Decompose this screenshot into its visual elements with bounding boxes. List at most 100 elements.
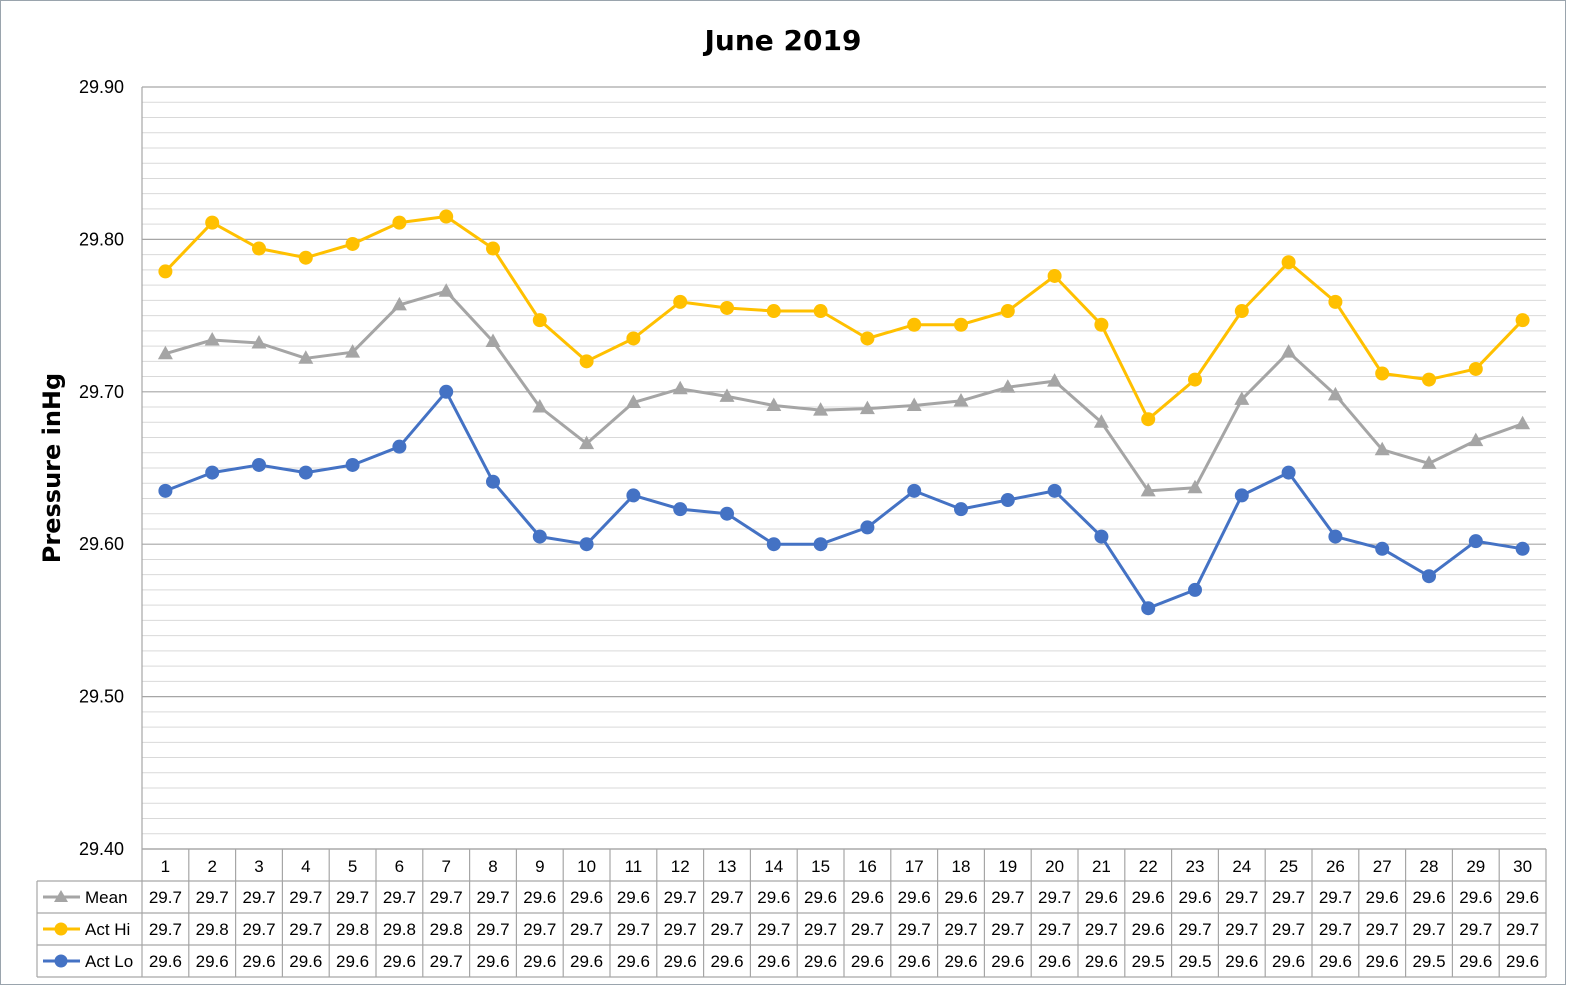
table-cell: 29.7 [991,888,1024,907]
legend-label: Mean [85,888,128,907]
data-point [485,333,501,348]
data-point [954,502,968,517]
table-cell: 29.7 [1038,888,1071,907]
data-point [1187,479,1203,494]
data-point [672,380,688,395]
x-tick-label: 30 [1513,857,1532,876]
x-tick-label: 9 [535,857,544,876]
data-point [1375,366,1390,381]
x-tick-label: 26 [1326,857,1345,876]
table-cell: 29.6 [991,952,1024,971]
x-tick-label: 2 [207,857,216,876]
data-point [954,317,968,332]
y-tick-label: 29.70 [79,382,124,402]
x-tick-label: 17 [905,857,924,876]
table-cell: 29.7 [804,920,837,939]
x-tick-label: 24 [1232,857,1251,876]
table-cell: 29.5 [1178,952,1211,971]
x-tick-label: 3 [254,857,263,876]
data-point [439,209,454,224]
data-point [720,506,734,521]
x-tick-label: 23 [1186,857,1205,876]
table-cell: 29.6 [1319,952,1352,971]
table-cell: 29.7 [430,888,463,907]
data-point [298,350,314,364]
table-cell: 29.7 [1459,920,1492,939]
table-cell: 29.6 [242,952,275,971]
table-cell: 29.6 [1038,952,1071,971]
table-cell: 29.7 [242,888,275,907]
data-point [158,264,173,279]
data-point [907,483,922,498]
table-cell: 29.6 [570,952,603,971]
table-cell: 29.6 [523,888,556,907]
table-cell: 29.7 [1412,920,1445,939]
x-tick-label: 8 [488,857,497,876]
table-cell: 29.7 [1225,888,1258,907]
x-tick-label: 19 [998,857,1017,876]
y-tick-label: 29.50 [79,687,124,707]
data-point [1047,373,1063,387]
table-cell: 29.6 [1132,920,1165,939]
data-point [1374,441,1390,456]
table-cell: 29.7 [196,888,229,907]
data-point [1328,529,1343,544]
table-cell: 29.7 [1272,920,1305,939]
data-point [532,529,547,544]
data-point [1468,361,1483,376]
table-cell: 29.7 [336,888,369,907]
data-point [766,537,781,552]
data-point [579,435,595,450]
data-point [859,400,875,415]
y-tick-label: 29.90 [79,77,124,97]
table-cell: 29.6 [476,952,509,971]
table-cell: 29.6 [1459,888,1492,907]
data-point [1422,569,1436,584]
data-point [1094,529,1109,544]
data-point [345,344,361,358]
data-point [486,474,500,489]
table-cell: 29.6 [149,952,182,971]
table-cell: 29.7 [991,920,1024,939]
table-cell: 29.6 [710,952,743,971]
legend-label: Act Hi [85,920,130,939]
data-point [953,392,969,407]
table-cell: 29.6 [851,888,884,907]
data-point [673,294,688,309]
data-point [252,457,266,472]
data-point [205,465,220,480]
data-point [532,399,548,413]
table-cell: 29.7 [383,888,416,907]
data-point [1000,493,1015,508]
table-cell: 29.6 [570,888,603,907]
data-point [766,397,782,412]
y-tick-label: 29.60 [79,534,124,554]
x-tick-label: 16 [858,857,877,876]
legend-key-circle [54,922,68,936]
chart-title: June 2019 [703,24,862,57]
data-point [1468,534,1483,549]
table-cell: 29.6 [1085,952,1118,971]
table-cell: 29.7 [710,920,743,939]
data-point [345,236,360,251]
data-point [204,331,220,346]
table-cell: 29.6 [757,888,790,907]
data-point [1422,372,1436,387]
table-cell: 29.6 [523,952,556,971]
data-point [392,215,407,230]
data-point [673,502,688,517]
data-point [625,394,641,408]
x-tick-label: 27 [1373,857,1392,876]
data-point [1094,317,1109,332]
data-point [1141,601,1156,616]
legend-key-circle [54,954,68,968]
data-point [157,345,173,360]
table-cell: 29.6 [804,888,837,907]
table-cell: 29.7 [570,920,603,939]
x-tick-label: 21 [1092,857,1111,876]
table-cell: 29.6 [851,952,884,971]
data-point [532,313,547,328]
data-point [1281,465,1296,480]
table-cell: 29.7 [664,888,697,907]
y-tick-label: 29.80 [79,229,124,249]
